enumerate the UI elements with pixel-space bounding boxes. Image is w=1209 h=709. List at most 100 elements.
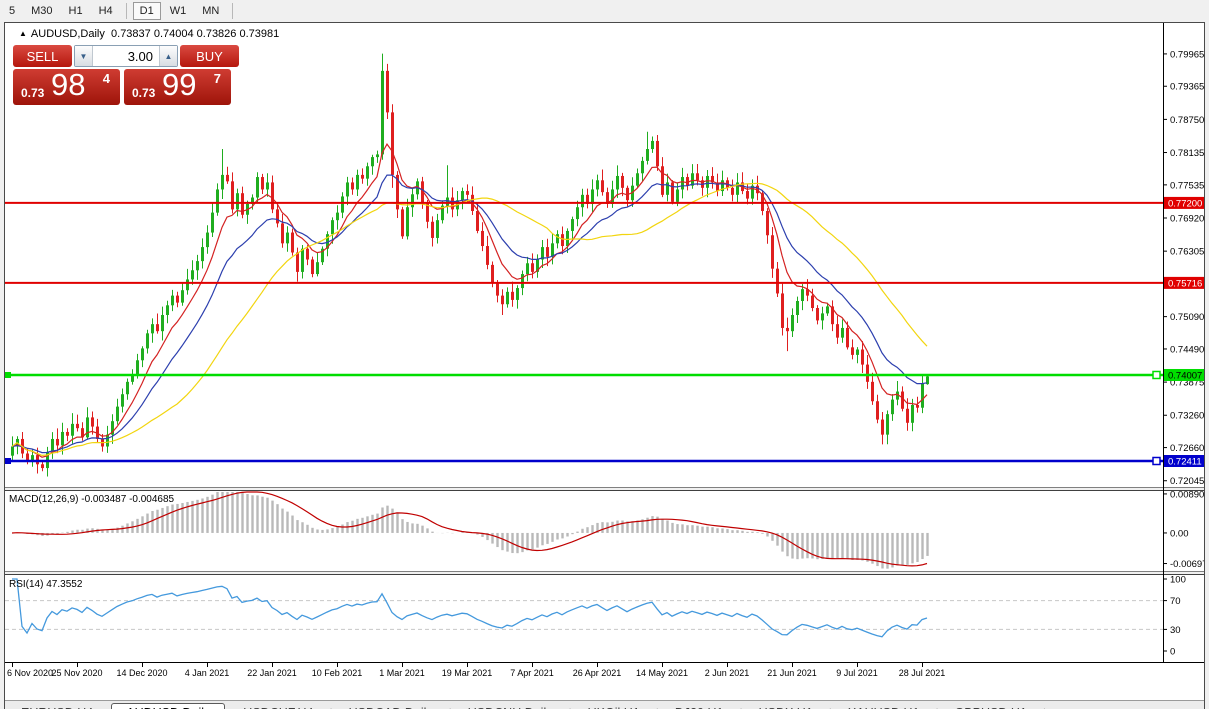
chart-tab-gbpusd[interactable]: GBPUSD,H1 (939, 703, 1043, 709)
tab-separator: | (656, 706, 659, 709)
price-tick-label: 0.78750 (1170, 115, 1204, 126)
buy-price-small: 0.73 (132, 86, 156, 100)
sell-price-display[interactable]: 0.73 98 4 (13, 67, 120, 105)
chart-tab-xauusd[interactable]: XAUUSD,H1 (832, 703, 936, 709)
sell-button[interactable]: SELL (13, 45, 72, 67)
rsi-label: RSI(14) 47.3552 (9, 579, 83, 590)
tab-separator: | (329, 706, 332, 709)
chart-title-ohlc: 0.73837 0.74004 0.73826 0.73981 (111, 28, 280, 40)
price-tick-label: 0.73260 (1170, 411, 1204, 422)
rsi-tick-label: 100 (1170, 575, 1186, 586)
level-line-marker (1152, 456, 1161, 466)
tab-separator: | (935, 706, 938, 709)
price-tick-label: 0.72045 (1170, 476, 1204, 487)
buy-button[interactable]: BUY (180, 45, 239, 67)
date-tick-label: 28 Jul 2021 (899, 668, 946, 678)
sell-price-big: 98 (51, 67, 86, 102)
sell-price-small: 0.73 (21, 86, 45, 100)
date-tick-label: 22 Jan 2021 (247, 668, 297, 678)
price-tick-label: 0.79965 (1170, 49, 1204, 60)
price-tick-label: 0.75090 (1170, 312, 1204, 323)
date-tick-label: 2 Jun 2021 (705, 668, 750, 678)
price-tick-label: 0.73875 (1170, 378, 1204, 389)
toolbar-separator (125, 2, 127, 19)
buy-price-sup: 7 (213, 71, 221, 86)
level-price-badge (1164, 276, 1204, 289)
chart-tab-audusd[interactable]: AUDUSD,Daily (111, 703, 226, 709)
level-line-marker (5, 458, 11, 465)
chart-title-symbol: AUDUSD,Daily (30, 28, 105, 40)
chart-tab-usdchf[interactable]: USDCHF,H4 (227, 703, 329, 709)
rsi-line (12, 578, 928, 638)
buy-price-big: 99 (162, 67, 197, 102)
date-tick-label: 6 Nov 2020 (7, 668, 53, 678)
chart-canvas[interactable]: 0.79965 0.79365 0.78750 0.78135 0.77535 0.769… (5, 23, 1204, 708)
rsi-tick-label: 70 (1170, 596, 1181, 607)
level-line-marker (5, 371, 11, 378)
date-tick-label: 10 Feb 2021 (312, 668, 363, 678)
timeframe-toolbar: 5 M30 H1 H4 D1 W1 MN (0, 0, 1209, 21)
tab-separator: | (449, 706, 452, 709)
price-tick-label: 0.74490 (1170, 344, 1204, 355)
chart-tab-bar: EURUSD,H4AUDUSD,DailyUSDCHF,H4|USDCAD,Da… (5, 700, 1204, 709)
chart-title: ▲ AUDUSD,Daily 0.73837 0.74004 0.73826 0.… (19, 28, 279, 40)
timeframe-button-h1[interactable]: H1 (62, 2, 90, 20)
macd-tick-label: 0.008903 (1170, 489, 1204, 500)
level-price-badge-label: 0.75716 (1168, 278, 1202, 289)
symbol-collapse-icon[interactable]: ▲ (19, 29, 27, 38)
one-click-trading-panel: SELL ▼ ▲ BUY 0.73 98 4 0.73 99 7 (13, 45, 239, 105)
volume-increase-button[interactable]: ▲ (159, 46, 177, 66)
timeframe-button-w1[interactable]: W1 (163, 2, 194, 20)
price-tick-label: 0.72660 (1170, 443, 1204, 454)
toolbar-separator (232, 2, 234, 19)
macd-signal-line (11, 491, 928, 567)
chart-tab-eurusd[interactable]: EURUSD,H4 (5, 703, 109, 709)
tab-separator: | (568, 706, 571, 709)
price-tick-label: 0.78135 (1170, 148, 1204, 159)
date-tick-label: 25 Nov 2020 (51, 668, 102, 678)
date-tick-label: 26 Apr 2021 (573, 668, 622, 678)
date-tick-label: 4 Jan 2021 (185, 668, 230, 678)
price-tick-label: 0.76305 (1170, 247, 1204, 258)
buy-price-display[interactable]: 0.73 99 7 (124, 67, 231, 105)
volume-decrease-button[interactable]: ▼ (75, 46, 93, 66)
level-price-badge-label: 0.77200 (1168, 198, 1202, 209)
price-tick-label: 0.76920 (1170, 214, 1204, 225)
date-tick-label: 21 Jun 2021 (767, 668, 817, 678)
rsi-tick-label: 0 (1170, 647, 1175, 658)
timeframe-button-m30[interactable]: M30 (24, 2, 59, 20)
panel-separator (5, 487, 1204, 491)
timeframe-button-mn[interactable]: MN (195, 2, 226, 20)
chart-tab-dj30[interactable]: DJ30,H1 (659, 703, 740, 709)
timeframe-button-5[interactable]: 5 (2, 2, 22, 20)
date-tick-label: 9 Jul 2021 (836, 668, 878, 678)
chart-tab-ukoil[interactable]: UKOil,H1 (572, 703, 656, 709)
price-tick-label: 0.79365 (1170, 82, 1204, 93)
timeframe-button-h4[interactable]: H4 (92, 2, 120, 20)
chart-tab-usdcad[interactable]: USDCAD,Daily (333, 703, 449, 709)
ma-fast-line (11, 142, 928, 458)
date-tick-label: 14 May 2021 (636, 668, 688, 678)
date-tick-label: 14 Dec 2020 (116, 668, 167, 678)
volume-spinner: ▼ ▲ (74, 45, 178, 67)
sell-price-sup: 4 (102, 71, 110, 86)
date-tick-label: 19 Mar 2021 (442, 668, 493, 678)
chart-window: 0.79965 0.79365 0.78750 0.78135 0.77535 0.769… (4, 22, 1205, 709)
level-price-badge-label: 0.72411 (1168, 457, 1202, 468)
chart-tab-usdx[interactable]: USDX,H1 (743, 703, 829, 709)
level-price-badge (1164, 196, 1204, 209)
tab-separator: | (829, 706, 832, 709)
ma-slow-line (11, 182, 928, 457)
timeframe-button-d1[interactable]: D1 (132, 1, 161, 20)
macd-tick-label: -0.006977 (1170, 559, 1204, 570)
date-tick-label: 1 Mar 2021 (379, 668, 425, 678)
rsi-tick-label: 30 (1170, 625, 1181, 636)
volume-input[interactable] (93, 46, 159, 66)
tab-separator: | (1043, 706, 1046, 709)
date-tick-label: 7 Apr 2021 (510, 668, 554, 678)
chart-tab-usdcnh[interactable]: USDCNH,Daily (452, 703, 569, 709)
level-line-marker (1152, 370, 1161, 380)
price-tick-label: 0.77535 (1170, 180, 1204, 191)
chart-background (5, 23, 1204, 708)
